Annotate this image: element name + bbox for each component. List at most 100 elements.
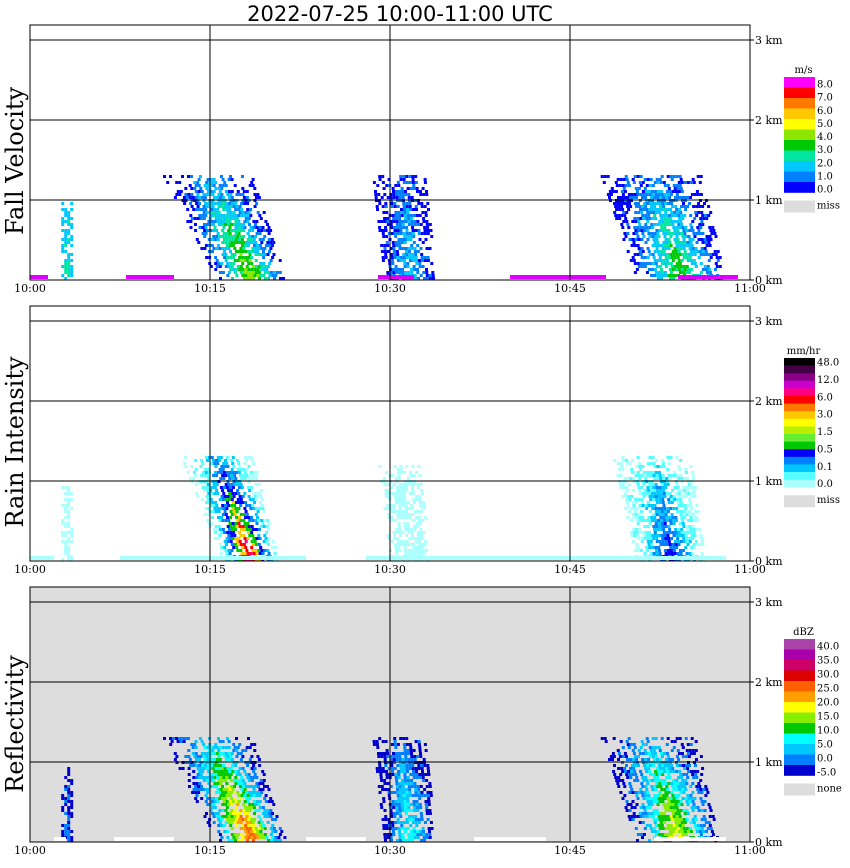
data-cell: [646, 220, 650, 223]
data-cell: [399, 764, 403, 767]
data-cell: [671, 232, 675, 235]
data-cell: [188, 196, 192, 199]
data-cell: [197, 758, 201, 761]
data-cell: [662, 812, 666, 815]
data-cell: [194, 190, 198, 193]
data-cell: [647, 803, 651, 806]
data-cell: [218, 809, 222, 812]
data-cell: [660, 507, 664, 510]
data-cell: [243, 794, 247, 797]
data-cell: [658, 265, 662, 268]
data-cell: [421, 773, 425, 776]
data-cell: [700, 211, 704, 214]
data-cell: [411, 818, 415, 821]
data-cell: [394, 184, 398, 187]
data-cell: [665, 767, 669, 770]
data-cell: [210, 456, 214, 459]
data-cell: [400, 803, 404, 806]
data-cell: [636, 235, 640, 238]
data-cell: [232, 217, 236, 220]
data-cell: [686, 477, 690, 480]
data-cell: [398, 755, 402, 758]
data-cell: [269, 833, 273, 836]
data-cell: [224, 809, 228, 812]
data-cell: [417, 794, 421, 797]
data-cell: [664, 809, 668, 812]
data-cell: [390, 510, 393, 513]
data-cell: [214, 211, 218, 214]
data-cell: [402, 202, 406, 205]
data-cell: [655, 818, 659, 821]
data-cell: [214, 268, 218, 271]
data-cell: [249, 214, 253, 217]
data-cell: [70, 238, 74, 241]
data-cell: [697, 211, 701, 214]
data-cell: [677, 528, 681, 531]
data-cell: [382, 235, 386, 238]
data-cell: [403, 827, 407, 830]
data-cell: [239, 758, 243, 761]
data-cell: [225, 794, 229, 797]
data-cell: [397, 498, 401, 501]
data-cell: [700, 238, 704, 241]
data-cell: [386, 217, 390, 220]
data-cell: [413, 782, 417, 785]
data-cell: [609, 755, 613, 758]
data-cell: [220, 818, 224, 821]
data-cell: [209, 229, 213, 232]
data-cell: [236, 190, 240, 193]
data-cell: [202, 767, 206, 770]
data-cell: [207, 776, 211, 779]
data-cell: [250, 824, 254, 827]
data-cell: [64, 232, 68, 235]
data-cell: [664, 537, 668, 540]
data-cell: [695, 214, 699, 217]
data-cell: [245, 833, 249, 836]
data-cell: [407, 552, 411, 555]
data-cell: [638, 181, 642, 184]
data-cell: [692, 528, 696, 531]
data-cell: [225, 238, 229, 241]
data-cell: [650, 274, 653, 277]
data-cell: [639, 549, 643, 552]
data-cell: [623, 232, 627, 235]
data-cell: [192, 477, 196, 480]
data-cell: [657, 253, 661, 256]
data-cell: [419, 247, 423, 250]
data-cell: [690, 244, 694, 247]
data-cell: [64, 549, 68, 552]
data-cell: [64, 785, 68, 788]
data-cell: [236, 791, 240, 794]
data-cell: [259, 779, 263, 782]
data-cell: [682, 486, 686, 489]
data-cell: [64, 229, 68, 232]
data-cell: [626, 776, 630, 779]
data-cell: [679, 459, 683, 462]
data-cell: [376, 746, 380, 749]
data-cell: [425, 812, 429, 815]
data-cell: [229, 531, 233, 534]
data-cell: [211, 181, 215, 184]
data-cell: [654, 244, 658, 247]
data-cell: [676, 800, 680, 803]
data-cell: [234, 776, 238, 779]
data-cell: [207, 764, 211, 767]
data-cell: [664, 540, 668, 543]
data-cell: [638, 504, 642, 507]
data-cell: [242, 543, 246, 546]
data-cell: [423, 226, 427, 229]
data-cell: [390, 256, 394, 259]
data-cell: [399, 232, 403, 235]
data-cell: [394, 495, 398, 498]
data-cell: [676, 187, 680, 190]
data-cell: [196, 193, 200, 196]
data-cell: [425, 190, 428, 193]
x-tick-label: 11:00: [734, 563, 766, 576]
data-cell: [666, 534, 670, 537]
data-cell: [196, 767, 200, 770]
data-cell: [401, 782, 405, 785]
data-cell: [64, 812, 68, 815]
data-cell: [187, 175, 190, 178]
data-cell: [690, 806, 694, 809]
data-cell: [269, 247, 273, 250]
